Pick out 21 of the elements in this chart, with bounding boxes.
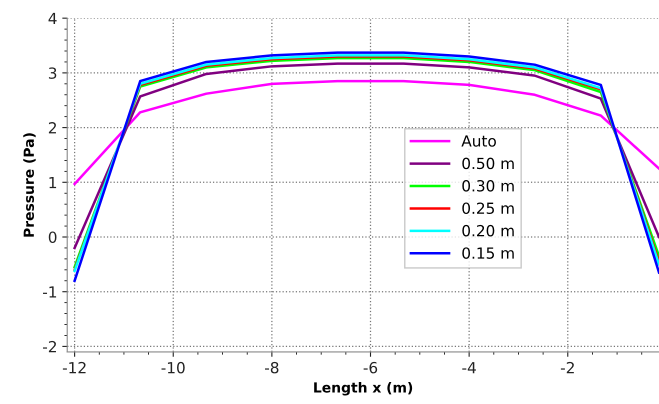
x-tick-label: -12: [62, 362, 86, 374]
y-tick-label: 4: [48, 12, 57, 24]
y-tick-label: -1: [43, 286, 56, 298]
x-tick-label: -8: [265, 362, 278, 374]
x-axis-title: Length x (m): [314, 382, 412, 396]
legend-label: 0.30 m: [462, 180, 514, 192]
x-tick-label: -4: [462, 362, 476, 374]
x-tick-label: -2: [560, 362, 574, 374]
x-tick-label: -10: [162, 362, 185, 374]
y-tick-label: 1: [49, 176, 56, 188]
y-axis-title: Pressure (Pa): [23, 133, 36, 237]
y-tick-label: 3: [48, 67, 56, 79]
y-tick-label: -2: [43, 340, 56, 352]
legend-label: 0.25 m: [462, 202, 514, 214]
legend-label: 0.15 m: [462, 247, 514, 259]
legend-label: Auto: [461, 135, 496, 147]
y-tick-label: 0: [48, 231, 56, 244]
y-tick-label: 2: [48, 122, 56, 134]
x-tick-label: -6: [364, 362, 378, 374]
legend-label: 0.50 m: [462, 158, 514, 170]
legend-label: 0.20 m: [462, 224, 514, 236]
